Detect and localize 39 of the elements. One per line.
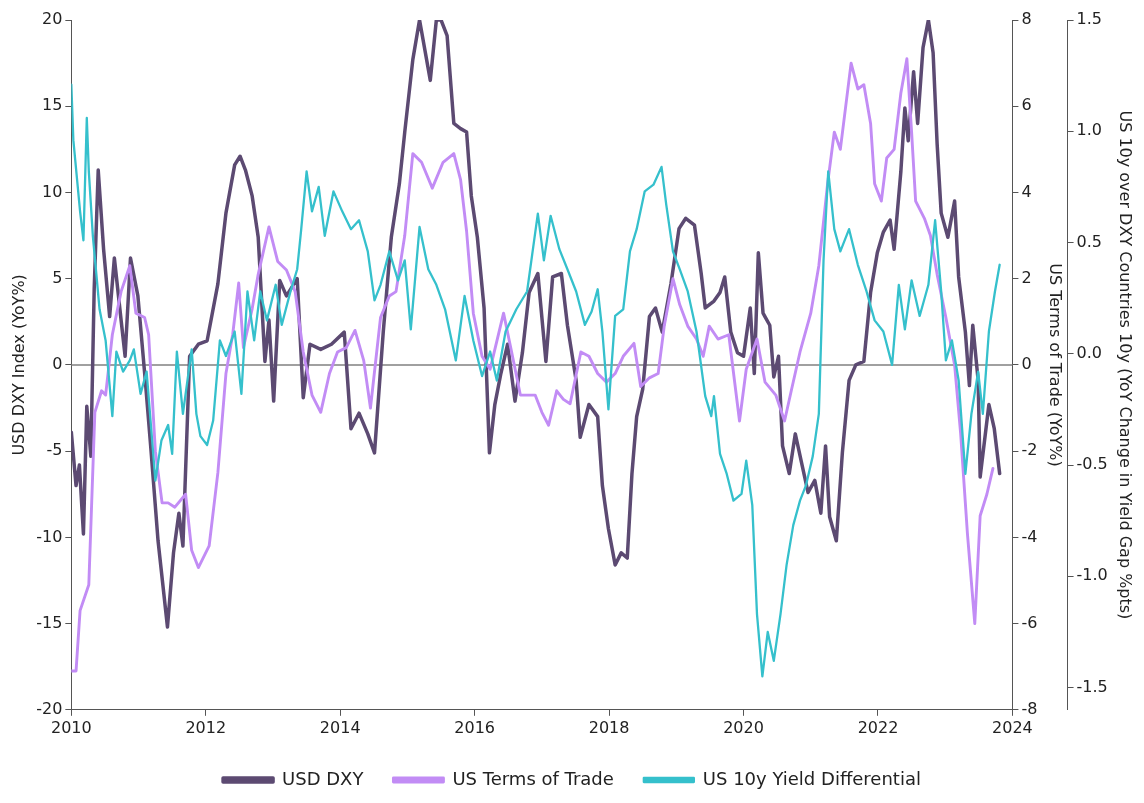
y2-tick-label: 0 [1021, 354, 1032, 374]
x-tick-label: 2022 [857, 717, 899, 737]
x-tick-label: 2024 [992, 717, 1033, 737]
y3-tick-label: 0.0 [1076, 342, 1103, 362]
y2-tick-label: 6 [1021, 95, 1032, 115]
legend-label: US Terms of Trade [452, 767, 614, 789]
y2-tick-label: 4 [1021, 181, 1032, 201]
y-tick-label: 10 [41, 181, 63, 201]
y3-tick-label: -0.5 [1076, 454, 1108, 474]
y-tick-label: -15 [36, 612, 63, 632]
y-tick-label: -10 [36, 526, 63, 546]
y2-tick-label: -2 [1021, 440, 1038, 460]
y-tick-label: 20 [41, 9, 63, 29]
x-tick-label: 2016 [454, 717, 496, 737]
y2-axis-title: US Terms of Trade (YoY%) [1045, 263, 1065, 467]
y-tick-label: 15 [41, 95, 63, 115]
y2-tick-label: 8 [1021, 9, 1032, 29]
y3-tick-label: 1.0 [1076, 120, 1103, 140]
y-tick-label: 0 [52, 354, 63, 374]
x-tick-label: 2010 [50, 717, 92, 737]
legend-label: US 10y Yield Differential [702, 767, 921, 789]
x-tick-label: 2014 [319, 717, 361, 737]
x-tick-label: 2020 [723, 717, 764, 737]
y2-tick-label: -6 [1021, 612, 1038, 632]
x-tick-label: 2018 [588, 717, 630, 737]
y2-tick-label: -4 [1021, 526, 1038, 546]
y-tick-label: 5 [52, 267, 63, 287]
legend-label: USD DXY [282, 767, 365, 789]
x-tick-label: 2012 [185, 717, 227, 737]
y3-tick-label: -1.5 [1076, 676, 1108, 696]
y-tick-label: -20 [36, 698, 63, 718]
y3-tick-label: 1.5 [1076, 9, 1103, 29]
y2-tick-label: 2 [1021, 267, 1032, 287]
y3-tick-label: -1.0 [1076, 565, 1108, 585]
y3-axis-title: US 10y over DXY Countries 10y (YoY Change in Yield Gap %pts) [1116, 110, 1136, 620]
y-axis-title: USD DXY Index (YoY%) [8, 274, 28, 456]
y3-tick-label: 0.5 [1076, 231, 1103, 251]
y2-tick-label: -8 [1021, 698, 1038, 718]
y-tick-label: -5 [46, 440, 63, 460]
